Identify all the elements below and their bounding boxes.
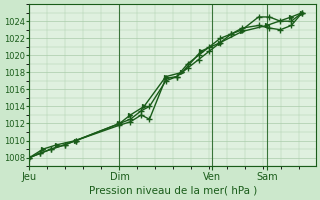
X-axis label: Pression niveau de la mer( hPa ): Pression niveau de la mer( hPa ) [89, 186, 257, 196]
